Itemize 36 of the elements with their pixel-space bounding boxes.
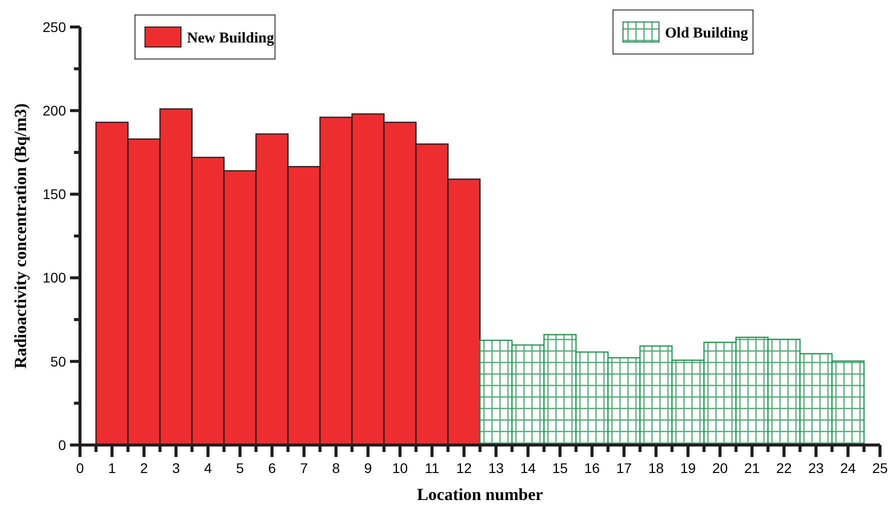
x-tick-label: 3 [172, 460, 180, 476]
x-tick-label: 18 [648, 460, 664, 476]
x-tick-label: 21 [744, 460, 760, 476]
y-tick-label: 50 [50, 353, 66, 370]
x-tick-label: 14 [520, 460, 536, 476]
x-tick-label: 23 [808, 460, 824, 476]
x-tick-label: 12 [456, 460, 472, 476]
y-tick-label: 0 [58, 436, 66, 453]
y-tick-label: 250 [42, 18, 66, 35]
x-tick-label: 24 [840, 460, 856, 476]
x-tick-label: 11 [424, 460, 440, 476]
x-tick-label: 2 [140, 460, 148, 476]
x-tick-label: 15 [552, 460, 568, 476]
x-axis-title: Location number [416, 485, 544, 504]
x-tick-label: 9 [364, 460, 372, 476]
x-tick-label: 16 [584, 460, 600, 476]
x-tick-label: 8 [332, 460, 340, 476]
x-tick-label: 17 [616, 460, 632, 476]
x-tick-label: 22 [776, 460, 792, 476]
x-tick-label: 7 [300, 460, 308, 476]
y-tick-label: 150 [42, 186, 66, 202]
x-tick-label: 0 [76, 460, 84, 476]
x-tick-label: 20 [712, 460, 728, 476]
x-tick-label: 4 [204, 460, 212, 476]
x-tick-label: 19 [680, 460, 696, 476]
y-axis-title: Radioactivity concentration (Bq/m3) [11, 103, 30, 369]
x-tick-label: 1 [108, 460, 116, 476]
legend-label: Old Building [665, 25, 748, 42]
x-tick-label: 25 [872, 460, 888, 476]
y-tick-label: 200 [42, 102, 66, 118]
y-tick-label: 100 [42, 270, 66, 286]
x-tick-label: 6 [268, 460, 276, 476]
x-tick-label: 13 [488, 460, 504, 476]
x-tick-label: 5 [236, 460, 244, 476]
legend-label: New Building [187, 30, 275, 46]
x-tick-label: 10 [392, 460, 408, 476]
